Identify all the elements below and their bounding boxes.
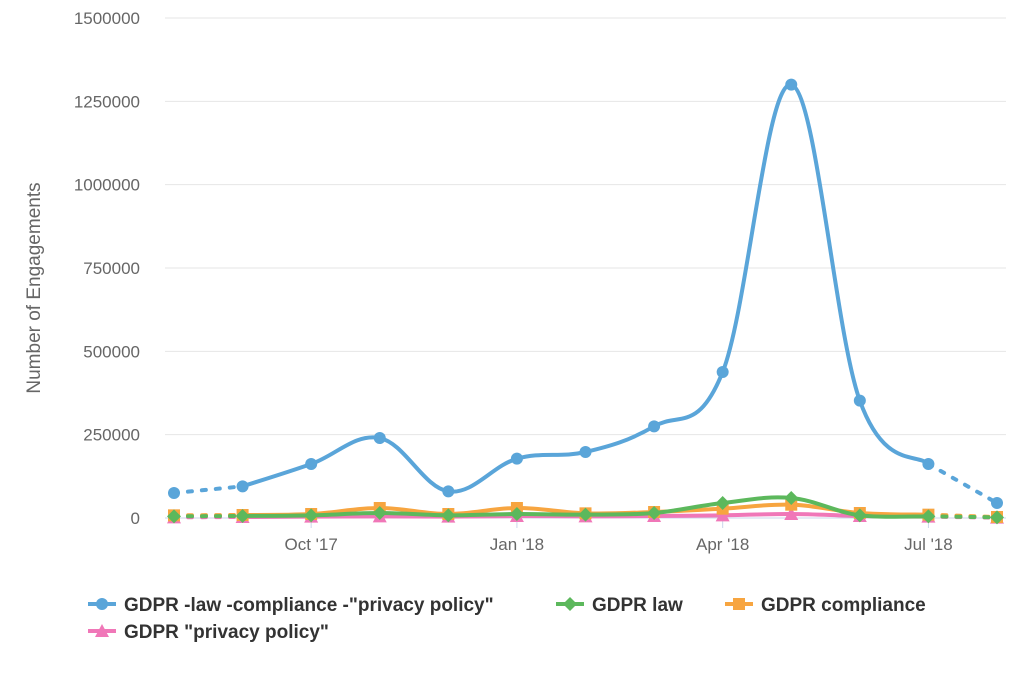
- data-point[interactable]: [784, 507, 799, 520]
- y-tick-label: 500000: [83, 342, 140, 361]
- data-point[interactable]: [304, 508, 319, 523]
- gridlines: [165, 17, 1006, 436]
- data-point[interactable]: [441, 508, 456, 523]
- x-tick-label: Apr '18: [696, 535, 749, 554]
- data-point[interactable]: [785, 78, 798, 91]
- legend-label: GDPR law: [592, 595, 683, 616]
- data-point[interactable]: [168, 487, 180, 499]
- data-point[interactable]: [578, 507, 593, 522]
- data-point[interactable]: [373, 432, 386, 444]
- y-tick-label: 750000: [83, 259, 140, 278]
- series-1: [167, 491, 1004, 525]
- legend-item[interactable]: GDPR compliance: [725, 595, 926, 616]
- legend-label: GDPR -law -compliance -"privacy policy": [124, 595, 494, 616]
- data-point[interactable]: [579, 446, 592, 458]
- data-point[interactable]: [236, 480, 249, 493]
- data-point[interactable]: [235, 509, 250, 523]
- legend-label: GDPR compliance: [761, 595, 926, 616]
- legend-item[interactable]: GDPR "privacy policy": [88, 622, 329, 643]
- data-point[interactable]: [853, 394, 866, 407]
- data-point[interactable]: [922, 458, 935, 470]
- series-line: [240, 82, 931, 494]
- y-tick-label: 1500000: [74, 9, 140, 28]
- data-point[interactable]: [442, 485, 455, 498]
- data-point[interactable]: [716, 366, 729, 378]
- data-point[interactable]: [715, 508, 730, 522]
- series-line-start-dotted: [172, 484, 245, 495]
- data-point[interactable]: [715, 496, 730, 510]
- y-tick-label: 1000000: [74, 176, 140, 195]
- series-0: [168, 78, 1003, 509]
- legend-item[interactable]: GDPR -law -compliance -"privacy policy": [88, 595, 494, 616]
- data-point[interactable]: [305, 458, 318, 470]
- data-point[interactable]: [647, 506, 662, 520]
- series-line-end-dotted: [926, 514, 999, 520]
- legend-marker[interactable]: [96, 598, 108, 610]
- data-point[interactable]: [921, 509, 936, 524]
- x-tick-label: Jul '18: [904, 535, 953, 554]
- x-tick-label: Oct '17: [285, 535, 338, 554]
- y-tick-label: 1250000: [74, 92, 140, 111]
- data-point[interactable]: [167, 509, 181, 524]
- data-point[interactable]: [852, 508, 867, 523]
- data-point[interactable]: [648, 420, 661, 433]
- y-tick-label: 250000: [83, 426, 140, 445]
- legend-item[interactable]: GDPR law: [556, 595, 683, 616]
- data-point[interactable]: [510, 452, 523, 465]
- data-point[interactable]: [991, 497, 1003, 509]
- data-point[interactable]: [990, 510, 1004, 525]
- legend-label: GDPR "privacy policy": [124, 622, 329, 643]
- series-line-end-dotted: [926, 462, 999, 505]
- data-point[interactable]: [784, 491, 799, 505]
- legend-marker[interactable]: [95, 624, 109, 637]
- data-point[interactable]: [509, 507, 524, 521]
- x-axis: Oct '17 Jan '18 Apr '18 Jul '18: [165, 517, 1006, 554]
- y-tick-label: 0: [131, 509, 140, 528]
- series-group: [167, 78, 1004, 525]
- legend-marker[interactable]: [563, 597, 577, 611]
- legend: GDPR -law -compliance -"privacy policy" G…: [88, 595, 926, 643]
- y-axis: 0 250000 500000 750000 1000000 1250000 1500000: [74, 9, 140, 528]
- legend-marker[interactable]: [733, 598, 745, 610]
- x-tick-label: Jan '18: [490, 535, 544, 554]
- y-axis-title: Number of Engagements: [24, 182, 45, 393]
- data-point[interactable]: [372, 506, 387, 520]
